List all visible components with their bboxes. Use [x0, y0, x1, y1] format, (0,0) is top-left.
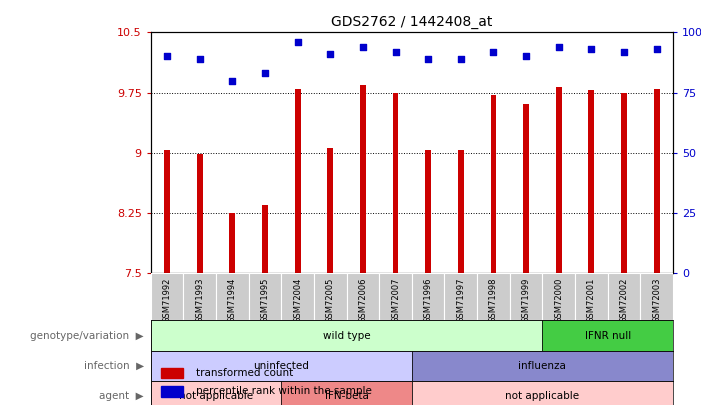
Text: GSM71998: GSM71998 [489, 277, 498, 323]
Point [520, 53, 531, 60]
Bar [216, 273, 249, 320]
Point [226, 77, 238, 84]
Text: transformed count: transformed count [196, 368, 294, 378]
Text: GSM71993: GSM71993 [195, 277, 204, 323]
Bar [393, 93, 398, 273]
Text: GSM71999: GSM71999 [522, 277, 531, 322]
Bar [412, 273, 444, 320]
Bar [249, 273, 281, 320]
Text: GSM71995: GSM71995 [261, 277, 269, 322]
Bar [458, 150, 464, 273]
Bar [510, 273, 543, 320]
Bar [556, 87, 562, 273]
Bar [608, 273, 640, 320]
Point [618, 49, 629, 55]
Bar [197, 153, 203, 273]
Text: genotype/variation  ▶: genotype/variation ▶ [30, 330, 144, 341]
Bar [294, 90, 301, 273]
Bar [164, 151, 170, 273]
Text: not applicable: not applicable [505, 391, 580, 401]
Bar [412, 381, 673, 405]
Text: influenza: influenza [519, 361, 566, 371]
Point [423, 55, 434, 62]
Point [390, 49, 401, 55]
Text: IFN-beta: IFN-beta [325, 391, 369, 401]
Point [358, 44, 369, 50]
Text: GSM72007: GSM72007 [391, 277, 400, 323]
Bar [360, 85, 366, 273]
Bar [412, 351, 673, 381]
Text: wild type: wild type [322, 330, 370, 341]
Bar [654, 90, 660, 273]
Bar [379, 273, 411, 320]
Text: GSM72005: GSM72005 [326, 277, 335, 322]
Bar [491, 95, 496, 273]
Text: GSM71996: GSM71996 [423, 277, 433, 323]
Text: not applicable: not applicable [179, 391, 253, 401]
Bar [151, 381, 281, 405]
Text: GSM72003: GSM72003 [652, 277, 661, 323]
Bar [262, 205, 268, 273]
Text: IFNR null: IFNR null [585, 330, 631, 341]
Text: GSM72001: GSM72001 [587, 277, 596, 322]
Text: percentile rank within the sample: percentile rank within the sample [196, 386, 372, 396]
Bar [523, 104, 529, 273]
Bar [151, 351, 412, 381]
Point [553, 44, 564, 50]
Bar [477, 273, 510, 320]
Point [586, 46, 597, 53]
Point [292, 39, 304, 45]
Title: GDS2762 / 1442408_at: GDS2762 / 1442408_at [331, 15, 493, 29]
Text: GSM71994: GSM71994 [228, 277, 237, 322]
Point [651, 46, 662, 53]
Text: GSM72004: GSM72004 [293, 277, 302, 322]
Point [161, 53, 172, 60]
Bar [426, 150, 431, 273]
Bar [575, 273, 608, 320]
Text: GSM71992: GSM71992 [163, 277, 172, 322]
Bar [314, 273, 346, 320]
Bar [327, 148, 333, 273]
Point [194, 55, 205, 62]
Bar [281, 273, 314, 320]
Bar [640, 273, 673, 320]
Bar [229, 213, 236, 273]
Bar [543, 320, 673, 351]
Bar [151, 320, 543, 351]
Text: agent  ▶: agent ▶ [99, 391, 144, 401]
Point [488, 49, 499, 55]
Text: GSM72002: GSM72002 [620, 277, 629, 322]
Text: uninfected: uninfected [253, 361, 309, 371]
Bar [281, 381, 412, 405]
Bar [588, 90, 594, 273]
Bar [161, 386, 183, 396]
Bar [184, 273, 216, 320]
Text: GSM72006: GSM72006 [358, 277, 367, 323]
Text: infection  ▶: infection ▶ [83, 361, 144, 371]
Point [259, 70, 271, 77]
Bar [621, 93, 627, 273]
Text: GSM71997: GSM71997 [456, 277, 465, 323]
Bar [346, 273, 379, 320]
Bar [161, 368, 183, 378]
Point [325, 51, 336, 58]
Bar [444, 273, 477, 320]
Point [455, 55, 466, 62]
Bar [151, 273, 184, 320]
Bar [543, 273, 575, 320]
Text: GSM72000: GSM72000 [554, 277, 563, 322]
